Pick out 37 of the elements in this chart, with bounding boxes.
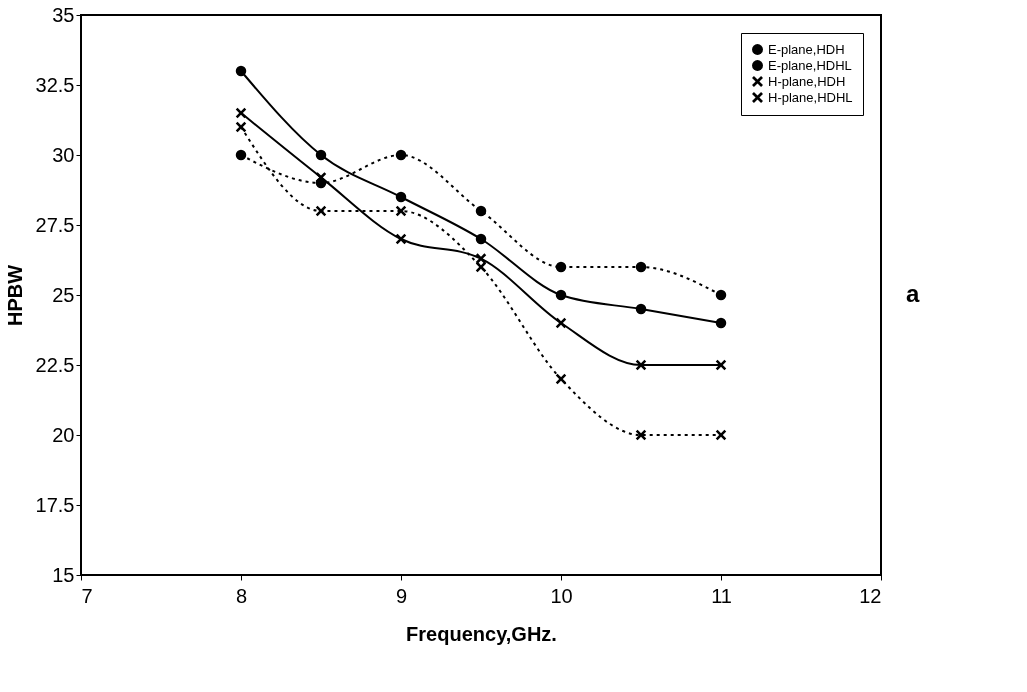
y-tick-label: 27.5: [35, 213, 75, 236]
x-tick-label: 8: [235, 584, 248, 607]
point: [235, 149, 247, 161]
x-tick-label: 10: [550, 584, 573, 607]
point: [555, 289, 567, 301]
legend-label: E-plane,HDH: [768, 41, 845, 57]
x-tick-label: 12: [859, 584, 882, 607]
y-tick-label: 25: [52, 283, 75, 306]
y-tick-label: 30: [52, 143, 75, 166]
y-tick-label: 32.5: [35, 73, 75, 96]
x-tick-label: 11: [711, 584, 732, 607]
point: [715, 317, 727, 329]
legend-label: E-plane,HDHL: [768, 57, 852, 73]
point: [555, 261, 567, 273]
point: [395, 191, 407, 203]
legend-label: H-plane,HDHL: [768, 89, 853, 105]
point: [395, 149, 407, 161]
point: [635, 303, 647, 315]
y-tick-label: 35: [52, 3, 75, 26]
y-tick-label: 20: [52, 423, 75, 446]
point: [475, 253, 487, 264]
x-tick-label: 7: [81, 584, 93, 607]
point: [635, 261, 647, 273]
y-tick-label: 17.5: [35, 493, 75, 516]
point: [715, 289, 727, 301]
y-tick-label: 15: [52, 563, 75, 586]
point: [235, 65, 247, 77]
point: [315, 149, 327, 161]
point: [475, 233, 487, 245]
y-axis-title: HPBW: [3, 264, 26, 327]
x-tick-label: 9: [395, 584, 408, 607]
point: [475, 205, 487, 217]
legend-label: H-plane,HDH: [768, 73, 846, 89]
x-axis-title: Frequency,GHz.: [406, 622, 557, 645]
text: a: [906, 280, 920, 307]
y-tick-label: 22.5: [35, 353, 75, 376]
point: [315, 172, 327, 183]
